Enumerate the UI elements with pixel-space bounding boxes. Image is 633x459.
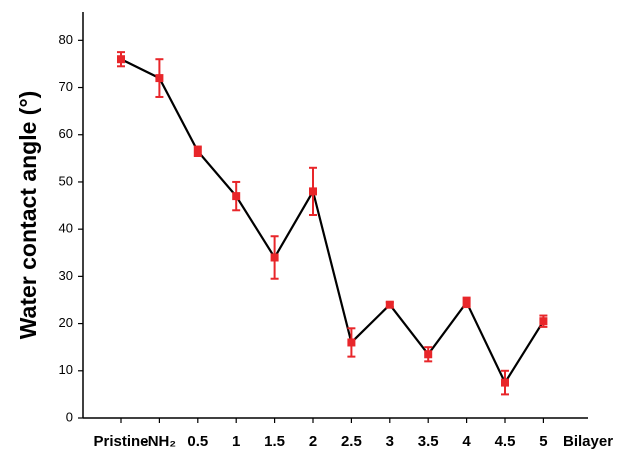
data-point xyxy=(117,55,125,64)
y-tick-label: 80 xyxy=(59,32,73,47)
data-point xyxy=(424,350,433,359)
y-tick-label: 70 xyxy=(59,79,73,94)
y-axis-label: Water contact angle (°) xyxy=(15,91,41,340)
x-tick-label: 1.5 xyxy=(264,433,285,450)
x-tick-label: Pristine xyxy=(93,433,148,450)
data-point xyxy=(539,317,548,326)
x-tick-label: 5 xyxy=(539,433,547,450)
data-point xyxy=(270,253,279,262)
x-tick-label: 4.5 xyxy=(495,433,516,450)
data-point xyxy=(232,192,241,201)
x-tick-label: 3.5 xyxy=(418,433,439,450)
x-tick-label: 1 xyxy=(232,433,240,450)
y-tick-label: 0 xyxy=(66,409,73,424)
x-tick-label: 4 xyxy=(462,433,471,450)
data-point xyxy=(462,298,471,307)
x-tick-label: 2.5 xyxy=(341,433,362,450)
x-axis-label: Bilayer xyxy=(563,433,613,450)
data-line xyxy=(120,58,545,385)
data-point xyxy=(193,147,202,156)
data-point xyxy=(501,378,509,387)
y-tick-label: 60 xyxy=(59,126,73,141)
y-tick-label: 50 xyxy=(59,173,73,188)
data-point xyxy=(347,338,356,347)
x-tick-label: -NH₂ xyxy=(143,433,176,450)
y-tick-label: 40 xyxy=(59,221,73,236)
x-tick-label: 2 xyxy=(309,433,317,450)
x-tick-label: 0.5 xyxy=(187,433,208,450)
data-point xyxy=(155,74,164,83)
y-tick-label: 20 xyxy=(59,315,73,330)
x-tick-label: 3 xyxy=(386,433,394,450)
y-tick-label: 10 xyxy=(59,362,73,377)
data-point xyxy=(385,300,394,309)
y-tick-label: 30 xyxy=(59,268,73,283)
data-point xyxy=(309,187,317,196)
